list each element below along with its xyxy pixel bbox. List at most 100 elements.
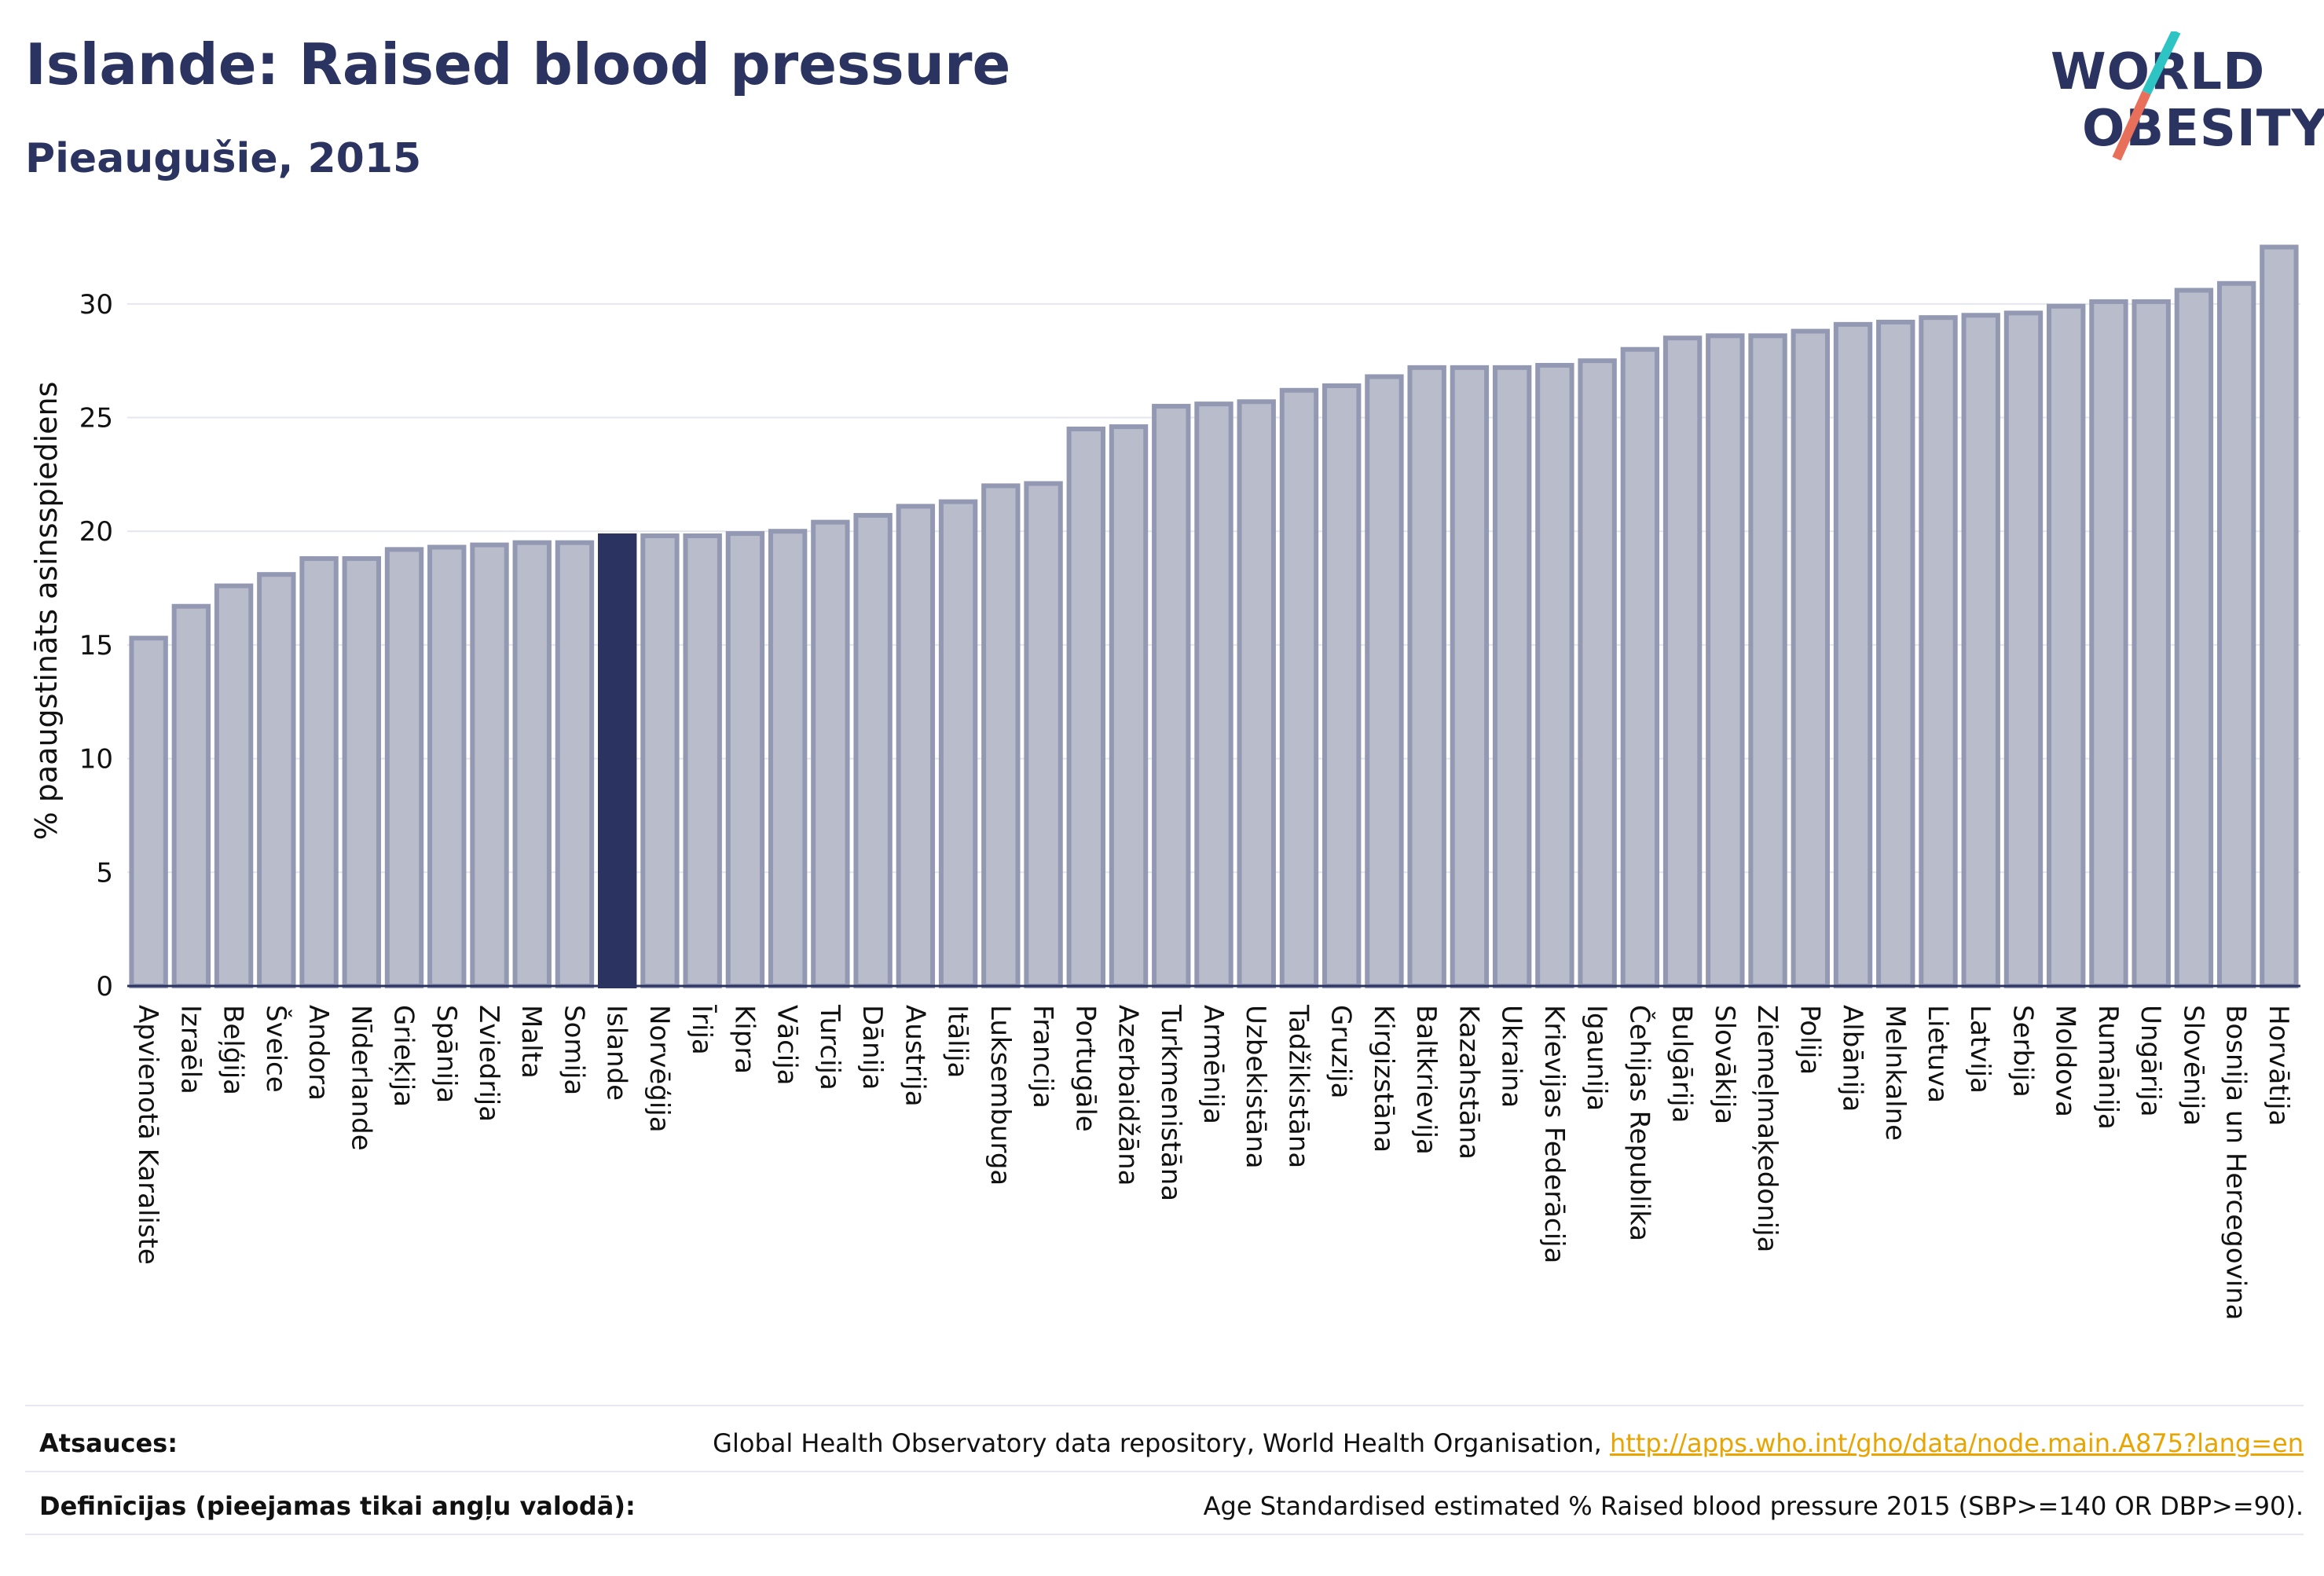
x-tick-label: Igaunija	[1581, 1005, 1612, 1111]
bar	[598, 533, 637, 988]
bar	[299, 555, 339, 988]
x-tick-label: Grieķija	[388, 1005, 420, 1107]
bar	[257, 572, 296, 988]
bar	[342, 555, 381, 988]
x-tick-label: Bosnija un Hercegovina	[2220, 1005, 2252, 1321]
footer-definitions-row: Definīcijas (pieejamas tikai angļu valod…	[25, 1491, 2304, 1526]
x-tick-label: Ungārija	[2135, 1005, 2166, 1117]
footer-divider	[25, 1471, 2304, 1472]
x-tick-label: Turkmenistāna	[1155, 1004, 1186, 1201]
x-tick-label: Ziemeļmaķedonija	[1751, 1005, 1783, 1252]
x-tick-label: Beļģija	[218, 1005, 249, 1095]
bar	[214, 583, 254, 989]
bar	[1833, 321, 1873, 988]
bar	[1748, 333, 1787, 989]
footer-divider	[25, 1405, 2304, 1406]
footer-divider	[25, 1534, 2304, 1535]
bar	[768, 529, 808, 988]
bar	[896, 504, 936, 988]
bar	[1194, 401, 1233, 988]
x-tick-label: Horvātija	[2263, 1005, 2294, 1126]
bar	[640, 533, 680, 988]
bar	[2047, 303, 2086, 989]
bar	[1365, 374, 1404, 988]
x-tick-label: Melnkalne	[1879, 1005, 1911, 1141]
x-tick-label: Lietuva	[1922, 1005, 1953, 1103]
bar	[2174, 288, 2214, 989]
bar	[1109, 424, 1149, 988]
x-tick-label: Dānija	[856, 1005, 888, 1090]
bar	[1919, 315, 1958, 988]
x-tick-label: Kirgizstāna	[1368, 1005, 1399, 1153]
y-tick-label: 30	[79, 289, 113, 321]
world-obesity-logo: WORLD OBESITY	[2051, 31, 2324, 173]
bar	[1578, 358, 1617, 988]
bar-chart: 0 5 10 15 20 25 30 % paaugstināts asinsspiedien…	[29, 244, 2300, 1321]
x-tick-label: Slovēnija	[2177, 1005, 2209, 1126]
x-tick-label: Čehijas Republika	[1623, 1005, 1655, 1241]
x-tick-label: Tadžikistāna	[1282, 1004, 1314, 1168]
bar	[981, 483, 1021, 988]
sources-link[interactable]: http://apps.who.int/gho/data/node.main.A…	[1609, 1428, 2304, 1458]
definitions-value: Age Standardised estimated % Raised bloo…	[1203, 1491, 2304, 1521]
bar	[2003, 310, 2044, 989]
x-tick-label: Šveice	[260, 1005, 292, 1093]
logo-slash-icon	[2112, 31, 2181, 161]
bar	[1492, 365, 1532, 988]
chart-title: Islande: Raised blood pressure	[25, 31, 1011, 97]
x-tick-label: Islande	[601, 1005, 632, 1101]
bar	[1024, 481, 1063, 988]
bar	[1535, 362, 1574, 989]
bar	[1450, 365, 1490, 988]
y-tick-label: 5	[96, 857, 113, 889]
bar	[384, 547, 424, 988]
x-tick-label: Francija	[1027, 1005, 1058, 1109]
x-tick-label: Kipra	[728, 1005, 760, 1074]
x-tick-label: Malta	[515, 1005, 547, 1079]
bar	[2260, 244, 2299, 988]
x-tick-label: Moldova	[2050, 1005, 2081, 1117]
bar	[1876, 319, 1915, 988]
x-tick-label: Īrija	[686, 1005, 717, 1055]
bar	[811, 519, 850, 988]
x-tick-label: Rumānija	[2092, 1005, 2124, 1130]
x-tick-label: Armēnija	[1197, 1005, 1229, 1124]
bar	[555, 540, 595, 988]
bar	[1322, 383, 1362, 988]
bar	[683, 533, 722, 988]
definitions-label: Definīcijas (pieejamas tikai angļu valod…	[39, 1491, 636, 1521]
footer-sources-row: Atsauces: Global Health Observatory data…	[25, 1428, 2304, 1463]
x-tick-label: Spānija	[431, 1005, 462, 1103]
bar	[1706, 333, 1745, 989]
x-tick-label: Itālija	[942, 1005, 973, 1078]
bar	[427, 544, 467, 988]
x-tick-label: Gruzija	[1325, 1005, 1357, 1098]
x-tick-label: Andora	[302, 1005, 334, 1101]
bar	[1662, 335, 1703, 988]
bar	[129, 636, 168, 989]
x-tick-label: Norvēģija	[643, 1005, 675, 1133]
bar	[2132, 299, 2171, 988]
x-tick-label: Krievijas Federācija	[1538, 1005, 1570, 1263]
bar	[2216, 280, 2256, 989]
x-tick-label: Nīderlande	[345, 1005, 376, 1151]
bar	[853, 512, 893, 988]
x-tick-label: Apvienotā Karaliste	[132, 1005, 163, 1265]
sources-text: Global Health Observatory data repositor…	[713, 1428, 1610, 1458]
x-tick-label: Ukraina	[1496, 1005, 1527, 1108]
bar	[470, 542, 509, 988]
x-tick-label: Kazahstāna	[1453, 1005, 1484, 1160]
bar	[1791, 328, 1830, 988]
bar	[1620, 346, 1660, 988]
x-tick-label: Slovākija	[1709, 1005, 1740, 1124]
y-tick-label: 0	[96, 971, 113, 1002]
bar	[1961, 313, 2000, 988]
x-tick-label: Polija	[1794, 1005, 1825, 1075]
y-tick-label: 15	[79, 630, 113, 662]
x-tick-label: Baltkrievija	[1410, 1005, 1442, 1155]
x-tick-label: Portugāle	[1069, 1005, 1101, 1132]
x-tick-label: Izraēla	[174, 1005, 206, 1094]
bar	[938, 499, 978, 988]
bar	[725, 531, 765, 988]
y-tick-label: 20	[79, 516, 113, 548]
